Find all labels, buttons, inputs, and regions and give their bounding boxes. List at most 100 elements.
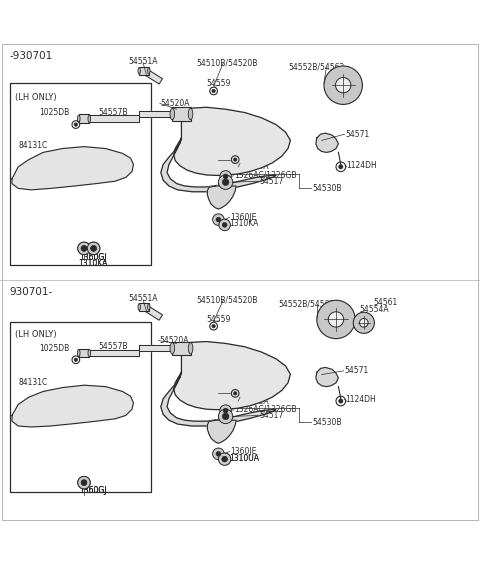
Circle shape bbox=[222, 222, 227, 227]
Text: 54510B/54520B: 54510B/54520B bbox=[197, 59, 258, 68]
Polygon shape bbox=[161, 372, 276, 426]
Text: 1310KA: 1310KA bbox=[229, 219, 259, 228]
Ellipse shape bbox=[88, 115, 91, 122]
Circle shape bbox=[78, 242, 90, 254]
Circle shape bbox=[233, 391, 237, 395]
Text: 54510B/54520B: 54510B/54520B bbox=[197, 296, 258, 305]
Text: 54552B/54562: 54552B/54562 bbox=[278, 299, 335, 308]
Text: 1310UA: 1310UA bbox=[229, 453, 259, 462]
Text: 54517: 54517 bbox=[259, 411, 284, 420]
Text: 1124DH: 1124DH bbox=[347, 161, 377, 170]
Text: 54561: 54561 bbox=[373, 298, 398, 307]
Text: 54520A: 54520A bbox=[161, 99, 190, 108]
Circle shape bbox=[222, 413, 229, 420]
Circle shape bbox=[223, 174, 228, 179]
Circle shape bbox=[91, 245, 96, 252]
Text: 54557B: 54557B bbox=[98, 342, 128, 351]
Text: 1326AC/1326GB: 1326AC/1326GB bbox=[234, 170, 297, 179]
Ellipse shape bbox=[148, 303, 150, 310]
Text: 1360GJ: 1360GJ bbox=[79, 486, 107, 495]
Text: 84131C: 84131C bbox=[18, 140, 48, 149]
Ellipse shape bbox=[88, 349, 91, 356]
Circle shape bbox=[338, 399, 343, 403]
Text: 1360GJ: 1360GJ bbox=[79, 253, 107, 262]
Polygon shape bbox=[84, 116, 139, 122]
Circle shape bbox=[213, 214, 224, 226]
Polygon shape bbox=[12, 147, 133, 190]
Circle shape bbox=[81, 245, 87, 252]
Ellipse shape bbox=[170, 342, 175, 354]
Circle shape bbox=[220, 405, 231, 416]
Polygon shape bbox=[84, 350, 139, 356]
Text: 1360GJ: 1360GJ bbox=[79, 486, 107, 495]
Circle shape bbox=[81, 245, 87, 252]
Bar bbox=[10, 322, 151, 492]
Circle shape bbox=[219, 453, 230, 465]
Circle shape bbox=[213, 448, 224, 460]
Text: 1025DB: 1025DB bbox=[188, 389, 218, 398]
Polygon shape bbox=[207, 420, 236, 443]
Text: 1124DH: 1124DH bbox=[346, 395, 376, 404]
Text: 54552B/54562: 54552B/54562 bbox=[288, 63, 344, 72]
Polygon shape bbox=[12, 385, 133, 427]
Bar bbox=[172, 342, 191, 355]
Ellipse shape bbox=[77, 115, 80, 122]
Circle shape bbox=[81, 480, 87, 486]
Circle shape bbox=[220, 171, 231, 182]
Text: 1310UA: 1310UA bbox=[229, 453, 259, 462]
Polygon shape bbox=[316, 133, 338, 152]
Text: 54551A: 54551A bbox=[129, 294, 158, 303]
Circle shape bbox=[338, 165, 343, 169]
Ellipse shape bbox=[188, 342, 193, 354]
Circle shape bbox=[81, 480, 87, 486]
Circle shape bbox=[216, 451, 221, 456]
Circle shape bbox=[328, 312, 344, 327]
Text: 1326AC/1326GB: 1326AC/1326GB bbox=[234, 405, 297, 414]
Bar bbox=[79, 114, 89, 123]
Polygon shape bbox=[174, 107, 290, 175]
Circle shape bbox=[216, 217, 221, 222]
Circle shape bbox=[212, 324, 216, 328]
Polygon shape bbox=[207, 186, 236, 209]
Circle shape bbox=[78, 242, 90, 254]
Circle shape bbox=[317, 300, 355, 338]
Text: 1025DB: 1025DB bbox=[39, 108, 70, 117]
Circle shape bbox=[360, 319, 368, 327]
Circle shape bbox=[218, 175, 233, 190]
Circle shape bbox=[222, 457, 227, 461]
Text: (LH ONLY): (LH ONLY) bbox=[15, 92, 57, 102]
Ellipse shape bbox=[188, 108, 193, 120]
Text: (LH ONLY): (LH ONLY) bbox=[15, 331, 57, 340]
Text: 54530B: 54530B bbox=[312, 418, 341, 426]
Ellipse shape bbox=[170, 108, 175, 120]
Polygon shape bbox=[174, 342, 290, 409]
Text: 930701-: 930701- bbox=[10, 287, 53, 297]
Text: 54571: 54571 bbox=[345, 366, 369, 375]
Circle shape bbox=[212, 89, 216, 92]
Circle shape bbox=[223, 408, 228, 413]
Text: 1360GJ: 1360GJ bbox=[79, 253, 107, 262]
Text: 54553A: 54553A bbox=[239, 162, 269, 171]
Text: 54559: 54559 bbox=[206, 315, 231, 324]
Text: 1310KA: 1310KA bbox=[78, 259, 107, 268]
Circle shape bbox=[324, 66, 362, 104]
Circle shape bbox=[353, 312, 374, 333]
Polygon shape bbox=[143, 68, 162, 84]
Ellipse shape bbox=[148, 68, 150, 74]
Circle shape bbox=[336, 77, 351, 93]
Circle shape bbox=[222, 179, 229, 186]
Text: -930701: -930701 bbox=[10, 51, 53, 61]
Polygon shape bbox=[139, 345, 172, 351]
Circle shape bbox=[78, 477, 90, 489]
Polygon shape bbox=[316, 367, 338, 387]
Bar bbox=[79, 349, 89, 358]
Circle shape bbox=[74, 358, 78, 362]
Bar bbox=[10, 83, 151, 265]
Text: 1310KA: 1310KA bbox=[78, 259, 107, 268]
Text: 1360GJ: 1360GJ bbox=[79, 253, 107, 262]
Text: 54559: 54559 bbox=[206, 80, 231, 88]
Text: 54517: 54517 bbox=[259, 177, 284, 186]
Text: 84131C: 84131C bbox=[18, 378, 48, 387]
Circle shape bbox=[87, 242, 100, 254]
Polygon shape bbox=[139, 111, 172, 117]
